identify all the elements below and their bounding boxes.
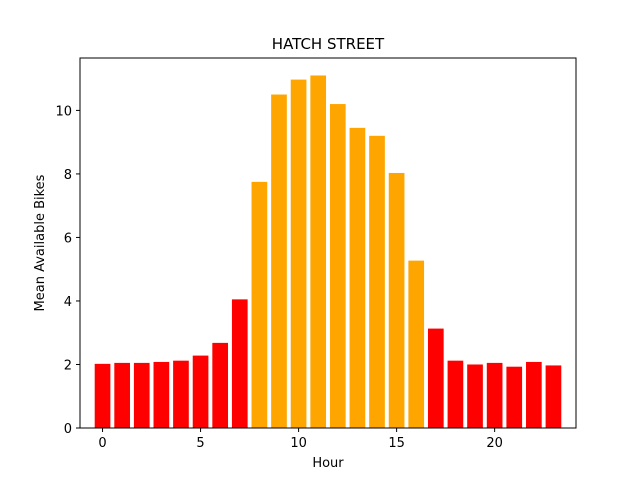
bar-hour-11 <box>310 75 327 428</box>
bar-hour-4 <box>173 360 189 428</box>
y-tick-label: 8 <box>64 168 72 183</box>
y-axis-label: Mean Available Bikes <box>33 174 48 311</box>
bar-hour-1 <box>114 362 130 428</box>
plot-frame <box>79 57 577 429</box>
x-axis-ticks: 0 5 10 15 20 <box>98 428 503 451</box>
bar-hour-10 <box>290 79 307 428</box>
bar-hour-13 <box>349 127 366 429</box>
y-tick-label: 2 <box>64 358 72 373</box>
bar-hour-3 <box>153 361 170 428</box>
y-tick-label: 10 <box>55 104 72 119</box>
x-tick-label: 20 <box>486 436 503 451</box>
bar-hour-23 <box>545 365 562 428</box>
bar-hour-18 <box>447 360 464 428</box>
bar-hour-8 <box>251 181 268 428</box>
x-axis-label: Hour <box>312 456 344 471</box>
y-tick-label: 6 <box>64 231 72 246</box>
bar-hour-19 <box>467 364 483 428</box>
x-tick-label: 10 <box>290 436 307 451</box>
bar-hour-20 <box>486 362 503 428</box>
bar-hour-15 <box>388 172 405 428</box>
bar-hour-7 <box>231 299 248 428</box>
bar-hour-16 <box>408 260 425 428</box>
bar-hour-9 <box>271 94 287 429</box>
x-tick-label: 5 <box>196 436 204 451</box>
bar-hour-0 <box>94 363 111 428</box>
bar-hour-5 <box>192 355 209 428</box>
x-tick-label: 0 <box>98 436 106 451</box>
chart-title: HATCH STREET <box>272 35 385 53</box>
x-tick-label: 15 <box>388 436 405 451</box>
bar-hour-14 <box>369 135 385 428</box>
bar-hour-17 <box>427 328 444 428</box>
bar-hour-21 <box>506 366 523 428</box>
bar-hour-12 <box>329 104 346 429</box>
y-axis-ticks: 0 2 4 6 8 10 <box>55 104 80 437</box>
y-tick-label: 4 <box>64 295 72 310</box>
bar-hour-2 <box>133 362 150 428</box>
bar-hour-6 <box>212 342 229 428</box>
y-tick-label: 0 <box>64 422 72 437</box>
bar-hour-22 <box>526 361 542 428</box>
bars-group <box>94 75 562 429</box>
